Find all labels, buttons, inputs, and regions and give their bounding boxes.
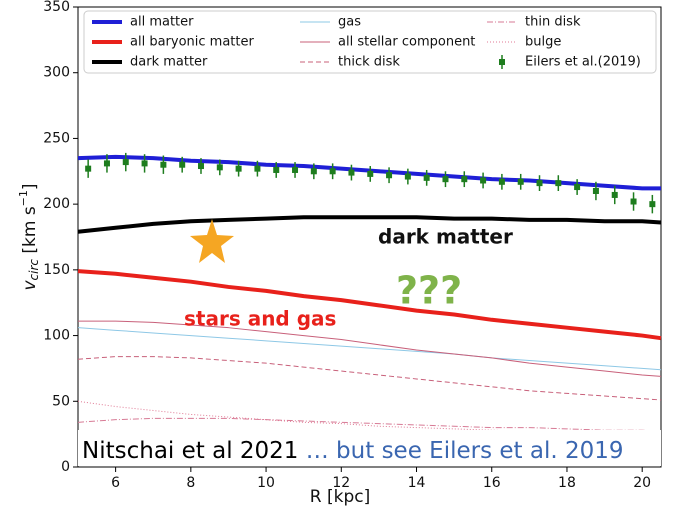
annotation: ??? — [396, 269, 462, 313]
data-point — [329, 168, 336, 175]
series-line — [77, 356, 662, 401]
legend-label: thin disk — [525, 15, 581, 30]
y-label-part: [km s — [20, 206, 40, 259]
data-point — [423, 174, 430, 181]
footer-text: Nitschai et al 2021 … but see Eilers et … — [82, 438, 624, 464]
y-tick-label: 300 — [43, 65, 70, 81]
data-point — [461, 176, 468, 183]
plot-frame — [77, 6, 662, 468]
data-point — [404, 173, 411, 180]
y-tick-label: 0 — [61, 459, 70, 475]
data-point — [273, 166, 280, 173]
data-point — [122, 159, 129, 166]
plot-layer — [77, 152, 662, 436]
data-point — [442, 176, 449, 183]
data-point — [254, 165, 261, 172]
data-point — [630, 198, 637, 205]
x-tick-label: 8 — [186, 475, 195, 491]
series-line — [77, 215, 662, 234]
legend-label: bulge — [525, 35, 561, 50]
legend-label: dark matter — [130, 55, 208, 70]
annotation: dark matter — [378, 225, 513, 249]
data-point — [611, 191, 618, 198]
data-point — [197, 163, 204, 170]
data-point — [85, 165, 92, 172]
data-point — [498, 178, 505, 185]
x-tick-label: 18 — [558, 475, 576, 491]
legend-label: all matter — [130, 15, 194, 30]
y-tick-label: 100 — [43, 328, 70, 344]
y-tick-label: 200 — [43, 196, 70, 212]
y-label-part: circ — [27, 259, 41, 281]
legend: all matter all baryonic matter dark matter… — [83, 10, 657, 74]
footer-part: Nitschai et al 2021 — [82, 438, 298, 464]
data-point — [592, 188, 599, 194]
legend-swatch — [499, 59, 505, 65]
data-point — [386, 172, 393, 179]
data-point — [179, 161, 186, 168]
annotation: stars and gas — [184, 307, 336, 331]
legend-label: thick disk — [338, 55, 400, 70]
y-tick-label: 150 — [43, 262, 70, 278]
series-line — [77, 327, 662, 371]
legend-label: all baryonic matter — [130, 35, 254, 50]
series-line — [77, 269, 662, 341]
data-point — [103, 160, 110, 167]
data-point — [536, 180, 543, 187]
x-tick-label: 12 — [332, 475, 350, 491]
series-line — [77, 417, 662, 433]
x-tick-label: 14 — [408, 475, 426, 491]
data-point — [310, 168, 317, 175]
data-point — [649, 201, 656, 208]
data-point — [348, 169, 355, 176]
y-tick-label: 250 — [43, 130, 70, 146]
legend-label: all stellar component — [338, 35, 475, 50]
y-label-part: −1 — [17, 190, 30, 206]
y-label-part: ] — [20, 183, 40, 190]
data-point — [517, 178, 524, 185]
x-tick-label: 20 — [633, 475, 651, 491]
data-point — [555, 180, 562, 187]
data-point — [480, 177, 487, 184]
data-point — [141, 160, 148, 167]
y-label-part: v — [20, 280, 40, 291]
legend-box — [83, 10, 657, 74]
x-tick-label: 16 — [483, 475, 501, 491]
data-point — [292, 166, 299, 173]
data-point — [216, 164, 223, 171]
footer-box — [78, 430, 661, 466]
x-axis-label: R [kpc] — [310, 487, 370, 507]
y-tick-label: 350 — [43, 0, 70, 15]
star — [190, 219, 234, 263]
data-point — [574, 184, 581, 191]
x-tick-label: 10 — [257, 475, 275, 491]
data-point — [160, 161, 167, 168]
legend-label: gas — [338, 15, 361, 30]
data-point — [367, 170, 374, 177]
series-line — [77, 154, 661, 191]
y-axis-label: vcirc [km s−1] — [17, 183, 41, 290]
data-point — [235, 165, 242, 172]
y-tick-label: 50 — [52, 393, 70, 409]
x-tick-label: 6 — [111, 475, 120, 491]
footer-part: … but see Eilers et al. 2019 — [298, 438, 623, 464]
legend-label: Eilers et al.(2019) — [525, 55, 641, 70]
series-line — [78, 320, 662, 377]
